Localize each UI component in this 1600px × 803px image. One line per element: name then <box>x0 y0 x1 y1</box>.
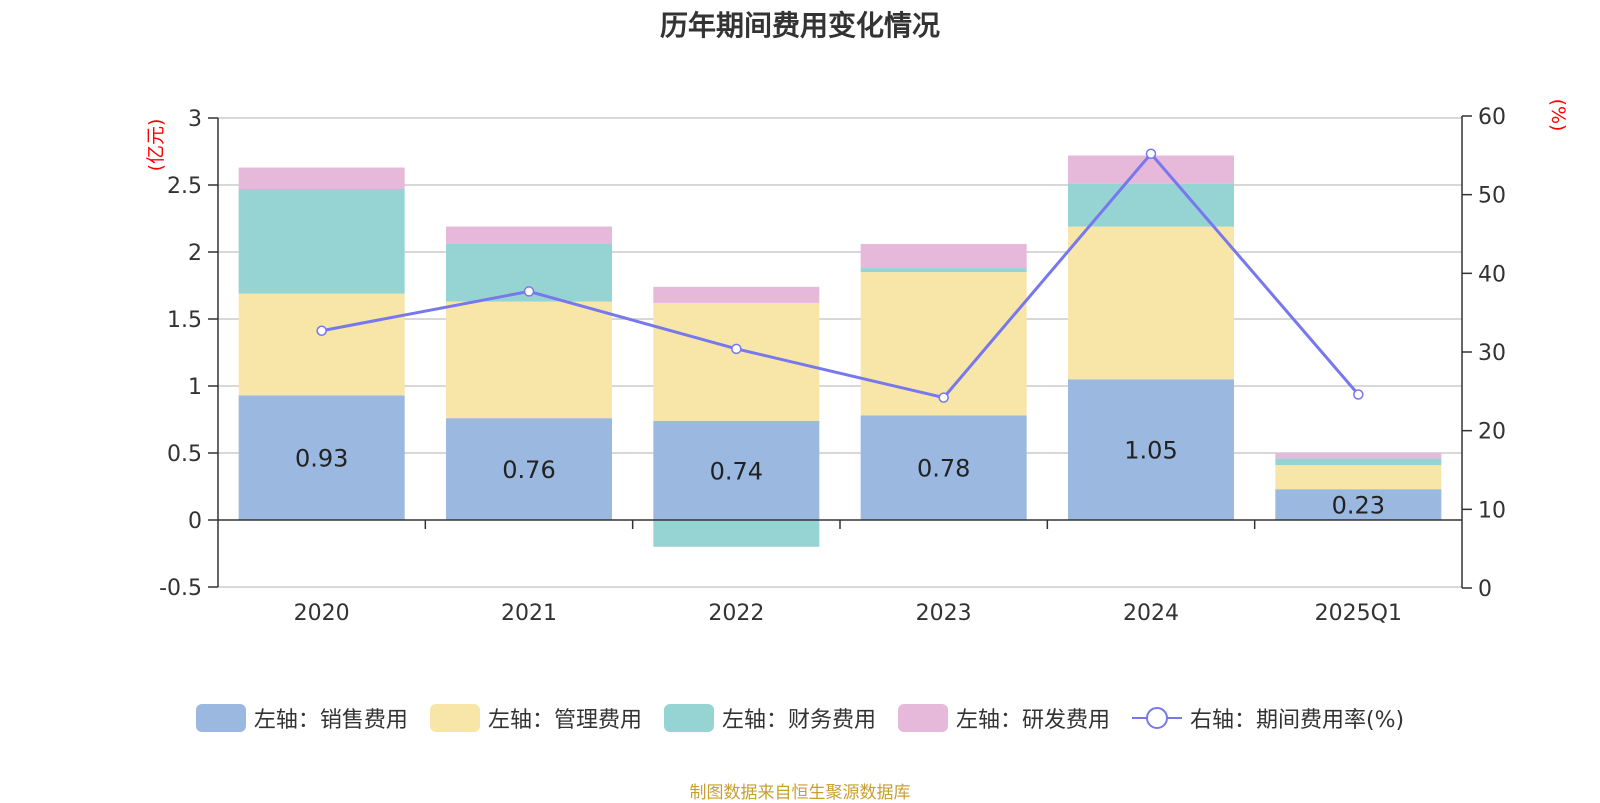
rate-point <box>316 325 327 337</box>
rate-line <box>321 151 1360 400</box>
bar-segment <box>1068 155 1234 184</box>
legend: 左轴：销售费用 左轴：管理费用 左轴：财务费用 左轴：研发费用 右轴：期间费用率(%) <box>0 702 1600 734</box>
bar-data-label: 0.93 <box>295 445 348 473</box>
legend-swatch <box>897 704 948 732</box>
bar-layer <box>238 155 1442 547</box>
x-axis-label: 2022 <box>708 601 764 626</box>
right-axis-tick-label: 0 <box>1478 577 1492 602</box>
x-axis-label: 2025Q1 <box>1315 601 1402 626</box>
bar-segment <box>653 420 820 520</box>
source-note: 制图数据来自恒生聚源数据库 <box>689 783 911 803</box>
bar-segment <box>860 268 1027 273</box>
bar-segment <box>1275 458 1442 466</box>
left-axis-tick-label: -0.5 <box>159 576 202 601</box>
bar-data-label: 0.78 <box>917 455 970 483</box>
left-axis-tick-label: 2.5 <box>167 174 202 199</box>
legend-swatch <box>195 704 246 732</box>
legend-item[interactable]: 左轴：管理费用 <box>429 702 642 734</box>
axis-layer: -0.500.511.522.530102030405060(亿元)(%)202… <box>145 99 1569 626</box>
x-axis-label: 2023 <box>916 601 972 626</box>
bar-segment <box>1275 465 1442 490</box>
left-axis-tick-label: 1.5 <box>167 308 202 333</box>
legend-swatch <box>663 704 714 732</box>
chart-title: 历年期间费用变化情况 <box>659 9 940 42</box>
bar-segment <box>860 272 1027 416</box>
legend-label: 左轴：销售费用 <box>253 708 408 733</box>
rate-point <box>731 343 742 355</box>
grid-layer <box>218 117 1462 588</box>
legend-label: 左轴：财务费用 <box>721 708 876 733</box>
bar-segment <box>1275 453 1442 459</box>
right-axis-tick-label: 30 <box>1478 341 1506 366</box>
left-axis-tick-label: 2 <box>188 241 202 266</box>
bar-data-label: 0.74 <box>710 457 763 485</box>
label-layer: 0.93 0.76 0.74 0.78 1.05 0.23 <box>295 437 1385 520</box>
bar-segment <box>238 167 405 190</box>
right-axis-tick-label: 10 <box>1478 498 1506 523</box>
rate-point <box>1145 148 1157 160</box>
x-axis-label: 2024 <box>1123 601 1179 626</box>
line-layer <box>316 148 1364 403</box>
bar-segment <box>446 418 612 520</box>
legend-line-swatch <box>1131 704 1182 732</box>
bar-segment <box>238 395 405 520</box>
legend-item[interactable]: 左轴：销售费用 <box>195 702 408 734</box>
bar-segment <box>1275 489 1442 520</box>
bar-segment <box>238 189 405 294</box>
left-axis-tick-label: 0.5 <box>167 442 202 467</box>
legend-item[interactable]: 右轴：期间费用率(%) <box>1131 702 1405 734</box>
x-axis-label: 2020 <box>294 601 350 626</box>
bar-segment <box>446 301 612 419</box>
rate-point <box>1353 389 1364 400</box>
bar-segment <box>860 415 1027 520</box>
left-axis-tick-label: 3 <box>188 107 202 132</box>
bar-segment <box>653 286 820 303</box>
bar-segment <box>446 226 612 244</box>
bar-data-label: 0.76 <box>502 456 555 484</box>
rate-point <box>938 392 949 403</box>
legend-label: 左轴：研发费用 <box>955 708 1110 733</box>
left-axis-tick-label: 0 <box>188 509 202 534</box>
chart-area: -0.500.511.522.530102030405060(亿元)(%)202… <box>145 99 1569 626</box>
legend-label: 右轴：期间费用率(%) <box>1189 708 1405 733</box>
bar-segment <box>653 520 820 547</box>
right-axis-tick-label: 40 <box>1478 262 1506 287</box>
bar-segment <box>1068 379 1234 520</box>
legend-item[interactable]: 左轴：研发费用 <box>897 702 1110 734</box>
bar-segment <box>860 243 1027 269</box>
right-axis-tick-label: 20 <box>1478 420 1506 445</box>
legend-swatch <box>429 704 480 732</box>
right-axis-tick-label: 50 <box>1478 184 1506 209</box>
left-axis-unit: (亿元) <box>145 119 167 172</box>
bar-segment <box>1068 226 1234 380</box>
bar-data-label: 1.05 <box>1124 437 1177 465</box>
bar-segment <box>238 293 405 396</box>
legend-item[interactable]: 左轴：财务费用 <box>663 702 876 734</box>
right-axis-tick-label: 60 <box>1478 105 1506 130</box>
right-axis-unit: (%) <box>1547 99 1569 132</box>
legend-label: 左轴：管理费用 <box>487 708 642 733</box>
x-axis-label: 2021 <box>501 601 557 626</box>
bar-data-label: 0.23 <box>1332 492 1385 520</box>
left-axis-tick-label: 1 <box>188 375 202 400</box>
rate-point <box>523 286 535 297</box>
